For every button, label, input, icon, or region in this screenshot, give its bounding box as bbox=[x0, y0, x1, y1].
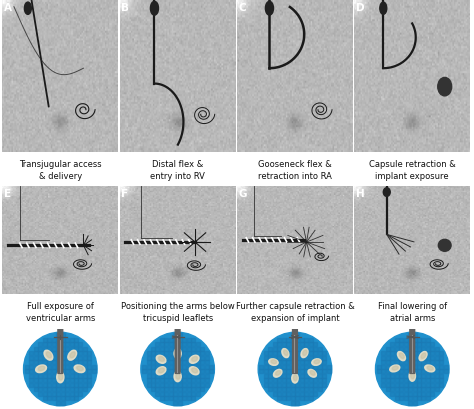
Text: Transjugular access
& delivery: Transjugular access & delivery bbox=[19, 160, 101, 180]
FancyBboxPatch shape bbox=[292, 329, 297, 373]
Ellipse shape bbox=[383, 188, 390, 197]
Text: C: C bbox=[238, 3, 246, 13]
Ellipse shape bbox=[258, 333, 332, 406]
Text: E: E bbox=[4, 188, 11, 198]
Ellipse shape bbox=[57, 372, 64, 383]
Ellipse shape bbox=[411, 373, 415, 379]
Ellipse shape bbox=[74, 365, 85, 373]
Text: B: B bbox=[121, 3, 129, 13]
Ellipse shape bbox=[70, 352, 75, 358]
Ellipse shape bbox=[176, 373, 180, 379]
Ellipse shape bbox=[310, 371, 315, 375]
Ellipse shape bbox=[38, 366, 45, 371]
Ellipse shape bbox=[44, 351, 53, 360]
Ellipse shape bbox=[392, 366, 398, 370]
Text: Further capsule retraction &
expansion of implant: Further capsule retraction & expansion o… bbox=[236, 301, 355, 322]
Ellipse shape bbox=[283, 350, 288, 355]
FancyBboxPatch shape bbox=[175, 329, 180, 373]
Ellipse shape bbox=[174, 348, 181, 359]
Ellipse shape bbox=[282, 349, 289, 358]
Ellipse shape bbox=[425, 365, 435, 372]
Text: G: G bbox=[238, 188, 247, 198]
Ellipse shape bbox=[159, 368, 164, 373]
Ellipse shape bbox=[292, 373, 298, 383]
Circle shape bbox=[438, 78, 452, 97]
Ellipse shape bbox=[46, 352, 52, 358]
Ellipse shape bbox=[159, 357, 164, 362]
Ellipse shape bbox=[409, 371, 415, 381]
Ellipse shape bbox=[419, 352, 427, 361]
Ellipse shape bbox=[293, 375, 297, 381]
Text: Positioning the arms below
tricuspid leaflets: Positioning the arms below tricuspid lea… bbox=[121, 301, 235, 322]
Text: Full exposure of
ventricular arms: Full exposure of ventricular arms bbox=[26, 301, 95, 322]
Ellipse shape bbox=[141, 333, 214, 406]
Ellipse shape bbox=[176, 350, 180, 356]
Text: A: A bbox=[4, 3, 12, 13]
Ellipse shape bbox=[273, 369, 282, 377]
Ellipse shape bbox=[174, 371, 181, 382]
Ellipse shape bbox=[191, 368, 198, 373]
Ellipse shape bbox=[68, 351, 77, 360]
Ellipse shape bbox=[271, 360, 277, 364]
Ellipse shape bbox=[24, 3, 31, 15]
Ellipse shape bbox=[390, 365, 400, 372]
Ellipse shape bbox=[375, 333, 449, 406]
Text: D: D bbox=[356, 3, 365, 13]
Ellipse shape bbox=[301, 349, 308, 358]
Ellipse shape bbox=[265, 2, 273, 16]
Ellipse shape bbox=[24, 333, 97, 406]
Ellipse shape bbox=[36, 365, 46, 373]
Ellipse shape bbox=[303, 350, 307, 355]
Text: Gooseneck flex &
retraction into RA: Gooseneck flex & retraction into RA bbox=[258, 160, 332, 180]
Ellipse shape bbox=[421, 353, 426, 359]
Ellipse shape bbox=[59, 373, 63, 380]
Ellipse shape bbox=[400, 353, 404, 359]
Ellipse shape bbox=[189, 355, 199, 364]
Circle shape bbox=[438, 240, 451, 252]
Ellipse shape bbox=[150, 2, 158, 16]
Text: Capsule retraction &
implant exposure: Capsule retraction & implant exposure bbox=[369, 160, 456, 180]
Ellipse shape bbox=[156, 367, 166, 375]
Ellipse shape bbox=[275, 371, 281, 375]
Ellipse shape bbox=[314, 360, 319, 364]
FancyBboxPatch shape bbox=[58, 329, 63, 373]
Text: H: H bbox=[356, 188, 365, 198]
Ellipse shape bbox=[427, 366, 433, 370]
Ellipse shape bbox=[77, 366, 83, 371]
Ellipse shape bbox=[308, 369, 317, 377]
Ellipse shape bbox=[191, 357, 198, 362]
FancyBboxPatch shape bbox=[410, 329, 415, 373]
Ellipse shape bbox=[156, 355, 166, 364]
Ellipse shape bbox=[312, 359, 321, 366]
Ellipse shape bbox=[269, 359, 278, 366]
Ellipse shape bbox=[189, 367, 199, 375]
Text: Distal flex &
entry into RV: Distal flex & entry into RV bbox=[150, 160, 205, 180]
Ellipse shape bbox=[398, 352, 405, 361]
Text: Final lowering of
atrial arms: Final lowering of atrial arms bbox=[378, 301, 447, 322]
Text: F: F bbox=[121, 188, 128, 198]
Ellipse shape bbox=[380, 3, 387, 15]
